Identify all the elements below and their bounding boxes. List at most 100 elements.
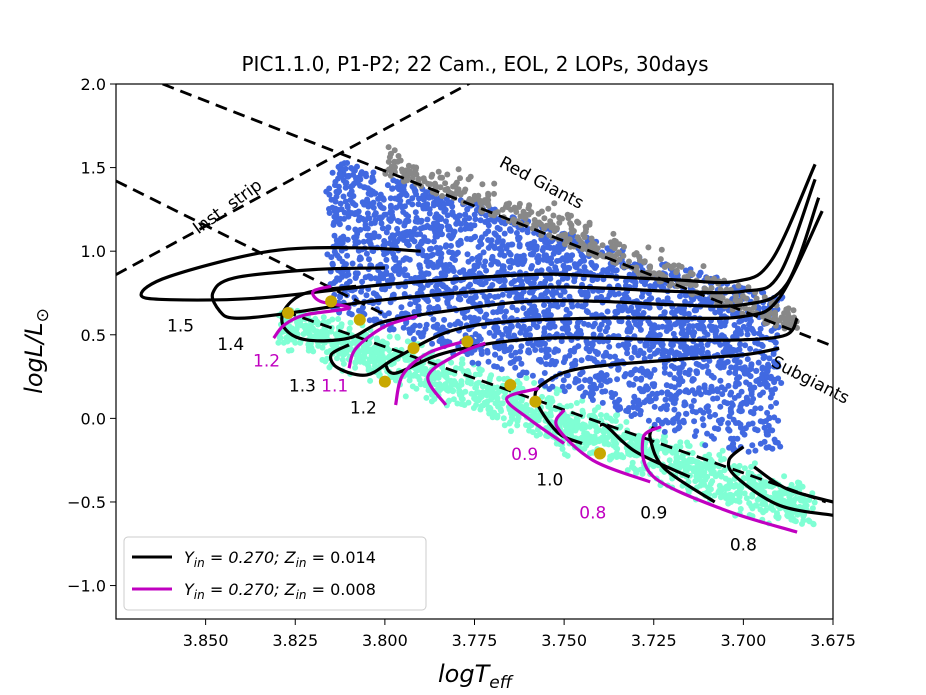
star-point — [507, 227, 514, 234]
star-point — [526, 422, 533, 429]
star-point — [634, 405, 641, 412]
marker-point — [529, 395, 542, 408]
star-point — [651, 366, 658, 373]
star-point — [775, 417, 782, 424]
star-point — [551, 349, 558, 355]
star-point — [359, 304, 366, 311]
star-point — [728, 389, 735, 396]
star-point — [475, 389, 482, 396]
star-point — [605, 319, 612, 326]
star-point — [477, 217, 484, 224]
star-point — [685, 310, 692, 317]
star-point — [346, 325, 353, 332]
star-point — [755, 359, 762, 366]
star-point — [501, 278, 508, 284]
star-point — [513, 209, 520, 215]
star-point — [680, 330, 687, 337]
x-tick-label: 3.850 — [183, 631, 229, 650]
star-point — [404, 338, 411, 345]
star-point — [417, 231, 424, 237]
star-point — [693, 428, 700, 435]
star-point — [338, 173, 345, 180]
star-point — [329, 316, 336, 323]
star-point — [424, 252, 430, 259]
marker-point — [407, 342, 420, 355]
star-point — [532, 347, 539, 353]
star-point — [560, 377, 567, 384]
star-point — [417, 287, 424, 293]
star-point — [523, 369, 530, 376]
star-point — [761, 438, 768, 445]
star-point — [349, 199, 356, 206]
star-point — [478, 347, 485, 354]
star-point — [475, 243, 482, 250]
star-point — [543, 348, 550, 355]
star-point — [589, 341, 596, 348]
star-point — [485, 358, 492, 365]
star-point — [720, 321, 727, 328]
star-point — [758, 374, 765, 381]
star-point — [701, 462, 708, 469]
star-point — [568, 225, 575, 232]
star-point — [710, 463, 717, 470]
star-point — [394, 334, 401, 341]
star-point — [626, 381, 633, 388]
star-point — [398, 166, 405, 173]
star-point — [708, 470, 715, 477]
star-point — [373, 335, 380, 342]
star-point — [520, 305, 527, 312]
annotation-label: 0.8 — [730, 535, 757, 555]
y-tick-label: −1.0 — [67, 577, 106, 596]
star-point — [757, 506, 764, 513]
star-point — [506, 249, 513, 256]
star-point — [542, 290, 549, 297]
star-point — [530, 342, 536, 349]
star-point — [718, 416, 725, 423]
annotation-label: 1.3 — [289, 377, 316, 397]
star-point — [491, 409, 498, 416]
legend-label-metalpoor-mid: = 0.270; Z — [205, 580, 297, 599]
star-point — [738, 388, 745, 395]
star-point — [418, 333, 425, 339]
star-point — [615, 342, 622, 349]
star-point — [467, 379, 474, 386]
star-point — [811, 499, 818, 506]
star-point — [757, 405, 764, 412]
star-point — [491, 190, 497, 197]
star-point — [442, 243, 449, 250]
star-point — [746, 321, 753, 328]
x-tick-label: 3.725 — [631, 631, 677, 650]
star-point — [535, 357, 542, 363]
star-point — [682, 388, 689, 395]
annotation-label: 1.0 — [536, 470, 563, 490]
star-point — [422, 224, 429, 231]
star-point — [609, 243, 616, 250]
star-point — [689, 376, 696, 382]
star-point — [486, 329, 493, 336]
star-point — [355, 239, 362, 246]
star-point — [523, 402, 530, 408]
star-point — [577, 288, 584, 295]
annotation-label: 0.9 — [511, 445, 538, 465]
star-point — [503, 308, 509, 315]
star-point — [584, 291, 591, 298]
star-point — [712, 324, 719, 331]
star-point — [810, 521, 817, 528]
star-point — [480, 249, 487, 256]
legend-label-metalpoor-sub2: in — [296, 588, 307, 602]
star-point — [439, 174, 446, 181]
star-point — [630, 465, 637, 472]
star-point — [449, 388, 456, 395]
star-point — [612, 418, 619, 424]
star-point — [426, 194, 432, 201]
star-point — [499, 291, 506, 298]
star-point — [683, 410, 689, 417]
star-point — [606, 377, 613, 384]
star-point — [353, 273, 359, 280]
star-point — [665, 447, 672, 454]
star-point — [495, 260, 502, 267]
star-point — [708, 383, 715, 390]
x-axis-label: logTeff — [438, 660, 514, 693]
star-point — [390, 291, 397, 298]
star-point — [344, 236, 351, 243]
